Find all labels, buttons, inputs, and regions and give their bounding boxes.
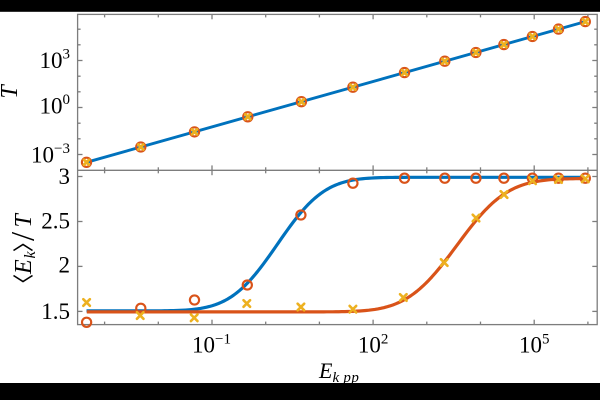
svg-text:/: /	[6, 231, 42, 241]
svg-text:3: 3	[59, 164, 71, 189]
svg-text:E: E	[11, 259, 37, 275]
svg-text:2.5: 2.5	[41, 208, 70, 233]
svg-text:T: T	[0, 84, 23, 99]
svg-text:2: 2	[59, 252, 71, 277]
svg-text:T: T	[11, 213, 37, 228]
svg-text:k: k	[22, 251, 39, 259]
svg-text:1.5: 1.5	[41, 299, 70, 324]
